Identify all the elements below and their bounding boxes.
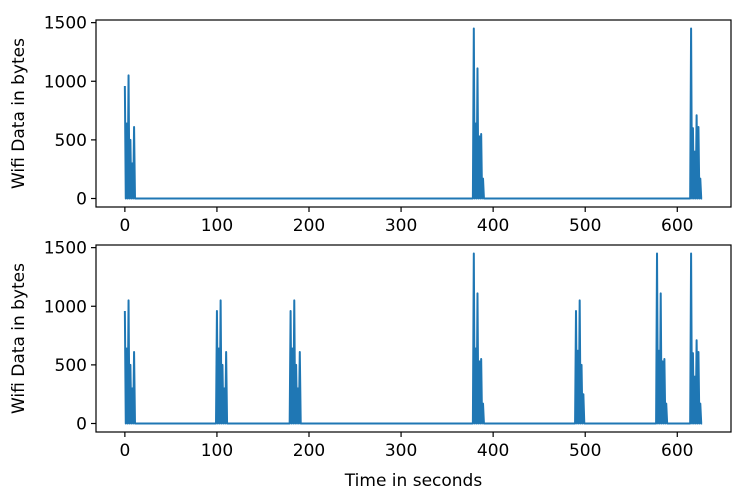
axes-frame <box>95 244 732 433</box>
x-tick-label: 300 <box>385 216 417 236</box>
data-line <box>123 252 703 425</box>
y-tick-label: 1000 <box>44 297 87 317</box>
x-tick-label: 100 <box>201 441 233 461</box>
x-tick-label: 300 <box>385 441 417 461</box>
y-tick-label: 0 <box>76 415 87 435</box>
x-tick-label: 500 <box>569 441 601 461</box>
y-tick-label: 1000 <box>44 72 87 92</box>
y-tick-label: 500 <box>55 131 87 151</box>
x-tick-label: 200 <box>293 441 325 461</box>
y-tick-label: 1500 <box>44 239 87 259</box>
x-tick-label: 100 <box>201 216 233 236</box>
x-tick-label: 200 <box>293 216 325 236</box>
y-axis-label: Wifi Data in bytes <box>9 263 29 414</box>
x-tick-label: 400 <box>477 441 509 461</box>
axes-frame <box>95 19 732 208</box>
x-tick-label: 600 <box>661 441 693 461</box>
y-tick-label: 0 <box>76 190 87 210</box>
x-tick-label: 400 <box>477 216 509 236</box>
x-axis-label: Time in seconds <box>344 471 483 491</box>
x-tick-label: 0 <box>119 441 130 461</box>
y-tick-label: 500 <box>55 356 87 376</box>
x-tick-label: 500 <box>569 216 601 236</box>
x-tick-label: 600 <box>661 216 693 236</box>
y-axis-label: Wifi Data in bytes <box>9 38 29 189</box>
x-tick-label: 0 <box>119 216 130 236</box>
y-tick-label: 1500 <box>44 14 87 34</box>
data-line <box>123 27 703 200</box>
